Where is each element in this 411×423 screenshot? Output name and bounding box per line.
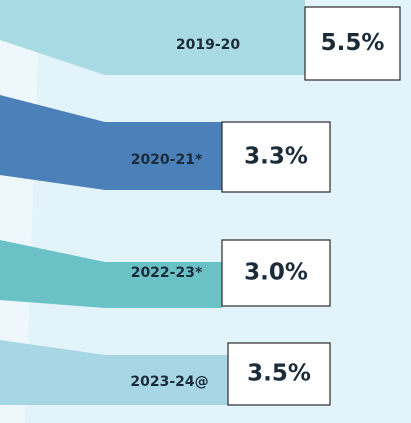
band-tail <box>0 340 105 405</box>
band-tail <box>0 240 105 308</box>
year-label: 2023-24@ <box>130 374 208 390</box>
growth-value: 3.3% <box>244 144 308 170</box>
value-box <box>221 121 331 193</box>
band-tail <box>0 0 105 75</box>
value-box <box>221 239 331 307</box>
growth-value: 3.0% <box>244 260 308 286</box>
growth-value: 5.5% <box>321 30 385 56</box>
band <box>105 355 228 405</box>
year-label: 2022-23* <box>131 265 203 281</box>
band <box>105 0 305 75</box>
growth-value: 3.5% <box>247 361 311 387</box>
value-box <box>304 6 401 81</box>
year-label: 2019-20 <box>176 37 241 53</box>
band <box>105 122 222 190</box>
band-tail <box>0 95 105 190</box>
value-box <box>227 342 331 406</box>
year-label: 2020-21* <box>131 152 203 168</box>
band <box>105 262 222 308</box>
